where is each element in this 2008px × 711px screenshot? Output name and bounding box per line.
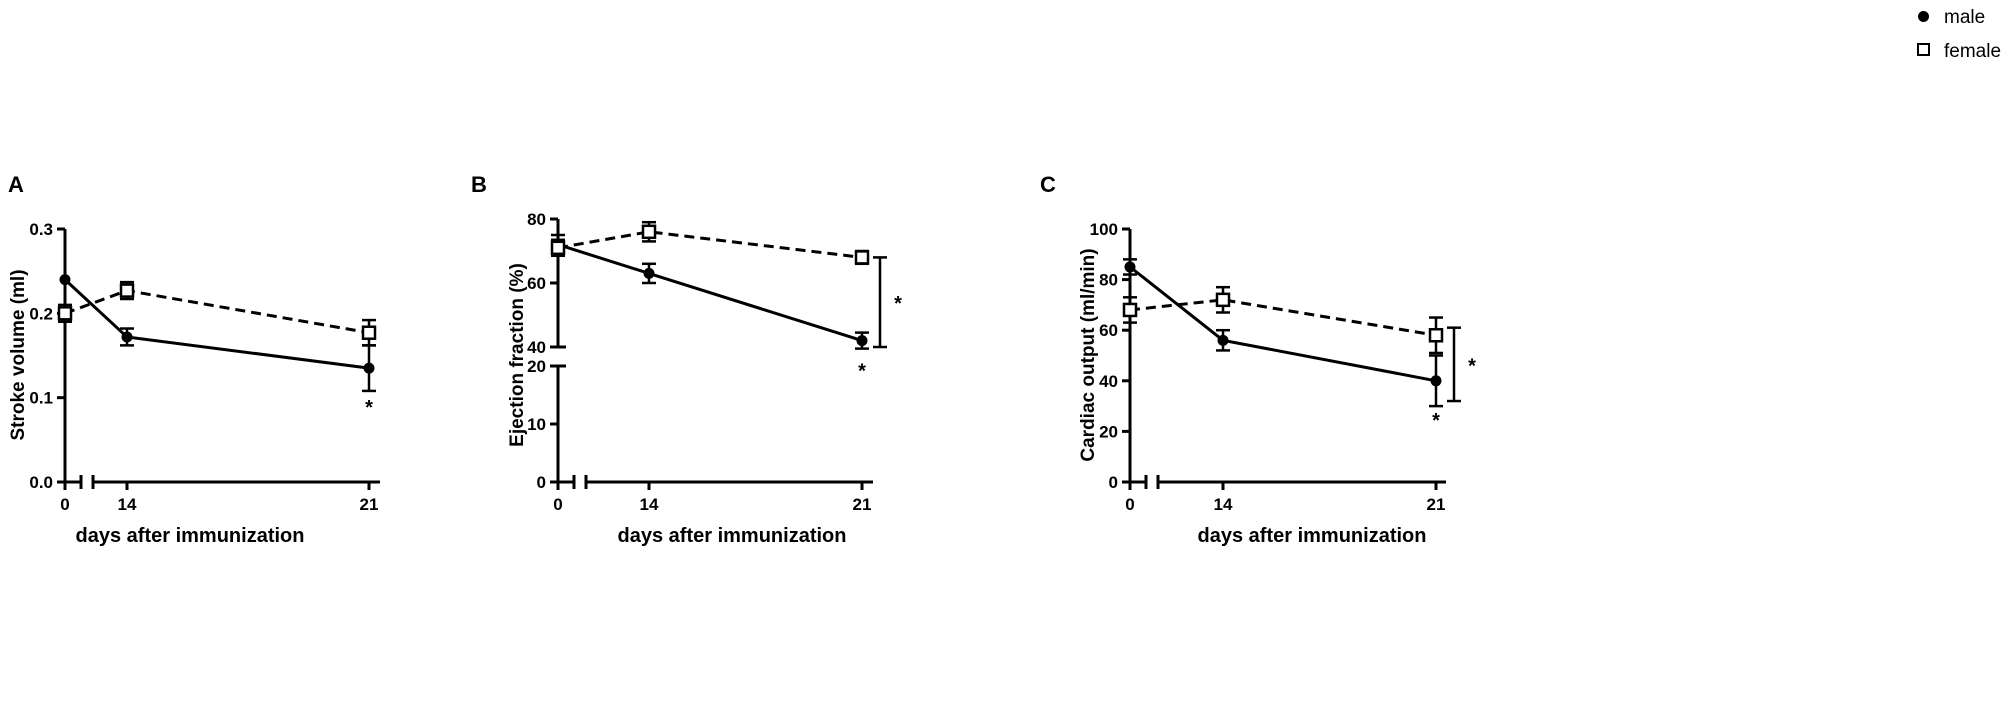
series-line-male xyxy=(557,243,863,343)
x-axis-label: days after immunization xyxy=(76,525,305,547)
y-tick-label: 0.3 xyxy=(29,220,53,239)
chart-panel-C: C 0 20 40 60 80 100 0 14 21 Cardiac output (ml/min… xyxy=(1040,172,1476,547)
data-point-male xyxy=(363,362,375,374)
significance-marker: * xyxy=(365,397,373,419)
series-female xyxy=(550,220,870,266)
series-line-female xyxy=(557,230,863,259)
y-tick-label: 0 xyxy=(1109,473,1118,492)
y-tick-label: 0.0 xyxy=(29,473,53,492)
x-tick-label: 0 xyxy=(553,495,562,514)
y-tick-label: 40 xyxy=(1099,372,1118,391)
series-line-female xyxy=(1129,298,1437,337)
y-axis-label: Cardiac output (ml/min) xyxy=(1078,248,1099,461)
square-marker-icon xyxy=(1916,43,1930,56)
y-axis-label: Stroke volume (ml) xyxy=(8,269,29,440)
data-point-male xyxy=(121,331,133,343)
data-point-female xyxy=(1428,328,1444,343)
bracket-marker: * xyxy=(1468,355,1476,377)
y-tick-label: 60 xyxy=(1099,321,1118,340)
legend-item-female: female xyxy=(1912,38,2001,66)
legend: male female xyxy=(1912,0,2008,80)
x-tick-label: 14 xyxy=(1214,495,1233,514)
x-tick-label: 21 xyxy=(853,495,872,514)
y-tick-label: 40 xyxy=(527,338,546,357)
x-tick-label: 0 xyxy=(1125,495,1134,514)
x-tick-label: 21 xyxy=(360,495,379,514)
data-point-male xyxy=(1217,334,1229,346)
y-tick-label: 60 xyxy=(527,274,546,293)
data-point-female xyxy=(1215,292,1231,308)
x-axis-label: days after immunization xyxy=(618,525,847,547)
data-point-male xyxy=(856,335,868,347)
data-point-male xyxy=(643,267,655,279)
series-line-female xyxy=(64,289,370,335)
data-point-female xyxy=(641,224,657,240)
legend-item-male: male xyxy=(1912,4,1985,32)
panel-label: B xyxy=(471,172,487,197)
y-tick-label: 80 xyxy=(1099,271,1118,290)
data-point-male xyxy=(59,274,71,286)
x-tick-label: 21 xyxy=(1427,495,1446,514)
data-point-female xyxy=(361,325,377,340)
x-tick-label: 14 xyxy=(118,495,137,514)
series-male xyxy=(1123,258,1443,408)
legend-label-male: male xyxy=(1944,7,1986,28)
data-point-female xyxy=(854,250,870,265)
y-tick-label: 20 xyxy=(1099,422,1118,441)
significance-marker: * xyxy=(1432,410,1440,432)
data-point-female xyxy=(57,306,73,321)
y-tick-label: 0.2 xyxy=(29,304,53,323)
y-tick-label: 0 xyxy=(537,473,546,492)
panel-label: A xyxy=(8,172,24,197)
data-point-male xyxy=(1124,261,1136,273)
circle-marker-icon xyxy=(1917,11,1929,22)
y-tick-label: 100 xyxy=(1090,220,1118,239)
x-tick-label: 14 xyxy=(640,495,659,514)
bracket-marker: * xyxy=(894,293,902,315)
panel-label: C xyxy=(1040,172,1056,197)
y-axis-label: Ejection fraction (%) xyxy=(507,263,528,447)
significance-marker: * xyxy=(858,360,866,382)
series-male xyxy=(59,274,376,393)
legend-label-female: female xyxy=(1944,41,2002,62)
chart-panel-A: A 0.0 0.1 0.2 0.3 0 14 21 Stroke volume (ml) days… xyxy=(8,172,380,547)
series-line-male xyxy=(1129,265,1437,383)
y-tick-label: 80 xyxy=(527,210,546,229)
data-point-female xyxy=(550,240,566,256)
series-female xyxy=(57,280,377,347)
x-tick-label: 0 xyxy=(60,495,69,514)
y-tick-label: 0.1 xyxy=(29,389,53,408)
y-tick-label: 20 xyxy=(527,357,546,376)
data-point-male xyxy=(1430,375,1442,387)
series-female xyxy=(1122,285,1444,355)
data-point-female xyxy=(119,283,135,298)
x-axis-label: days after immunization xyxy=(1198,525,1427,547)
data-point-female xyxy=(1122,302,1138,318)
y-tick-label: 10 xyxy=(527,415,546,434)
